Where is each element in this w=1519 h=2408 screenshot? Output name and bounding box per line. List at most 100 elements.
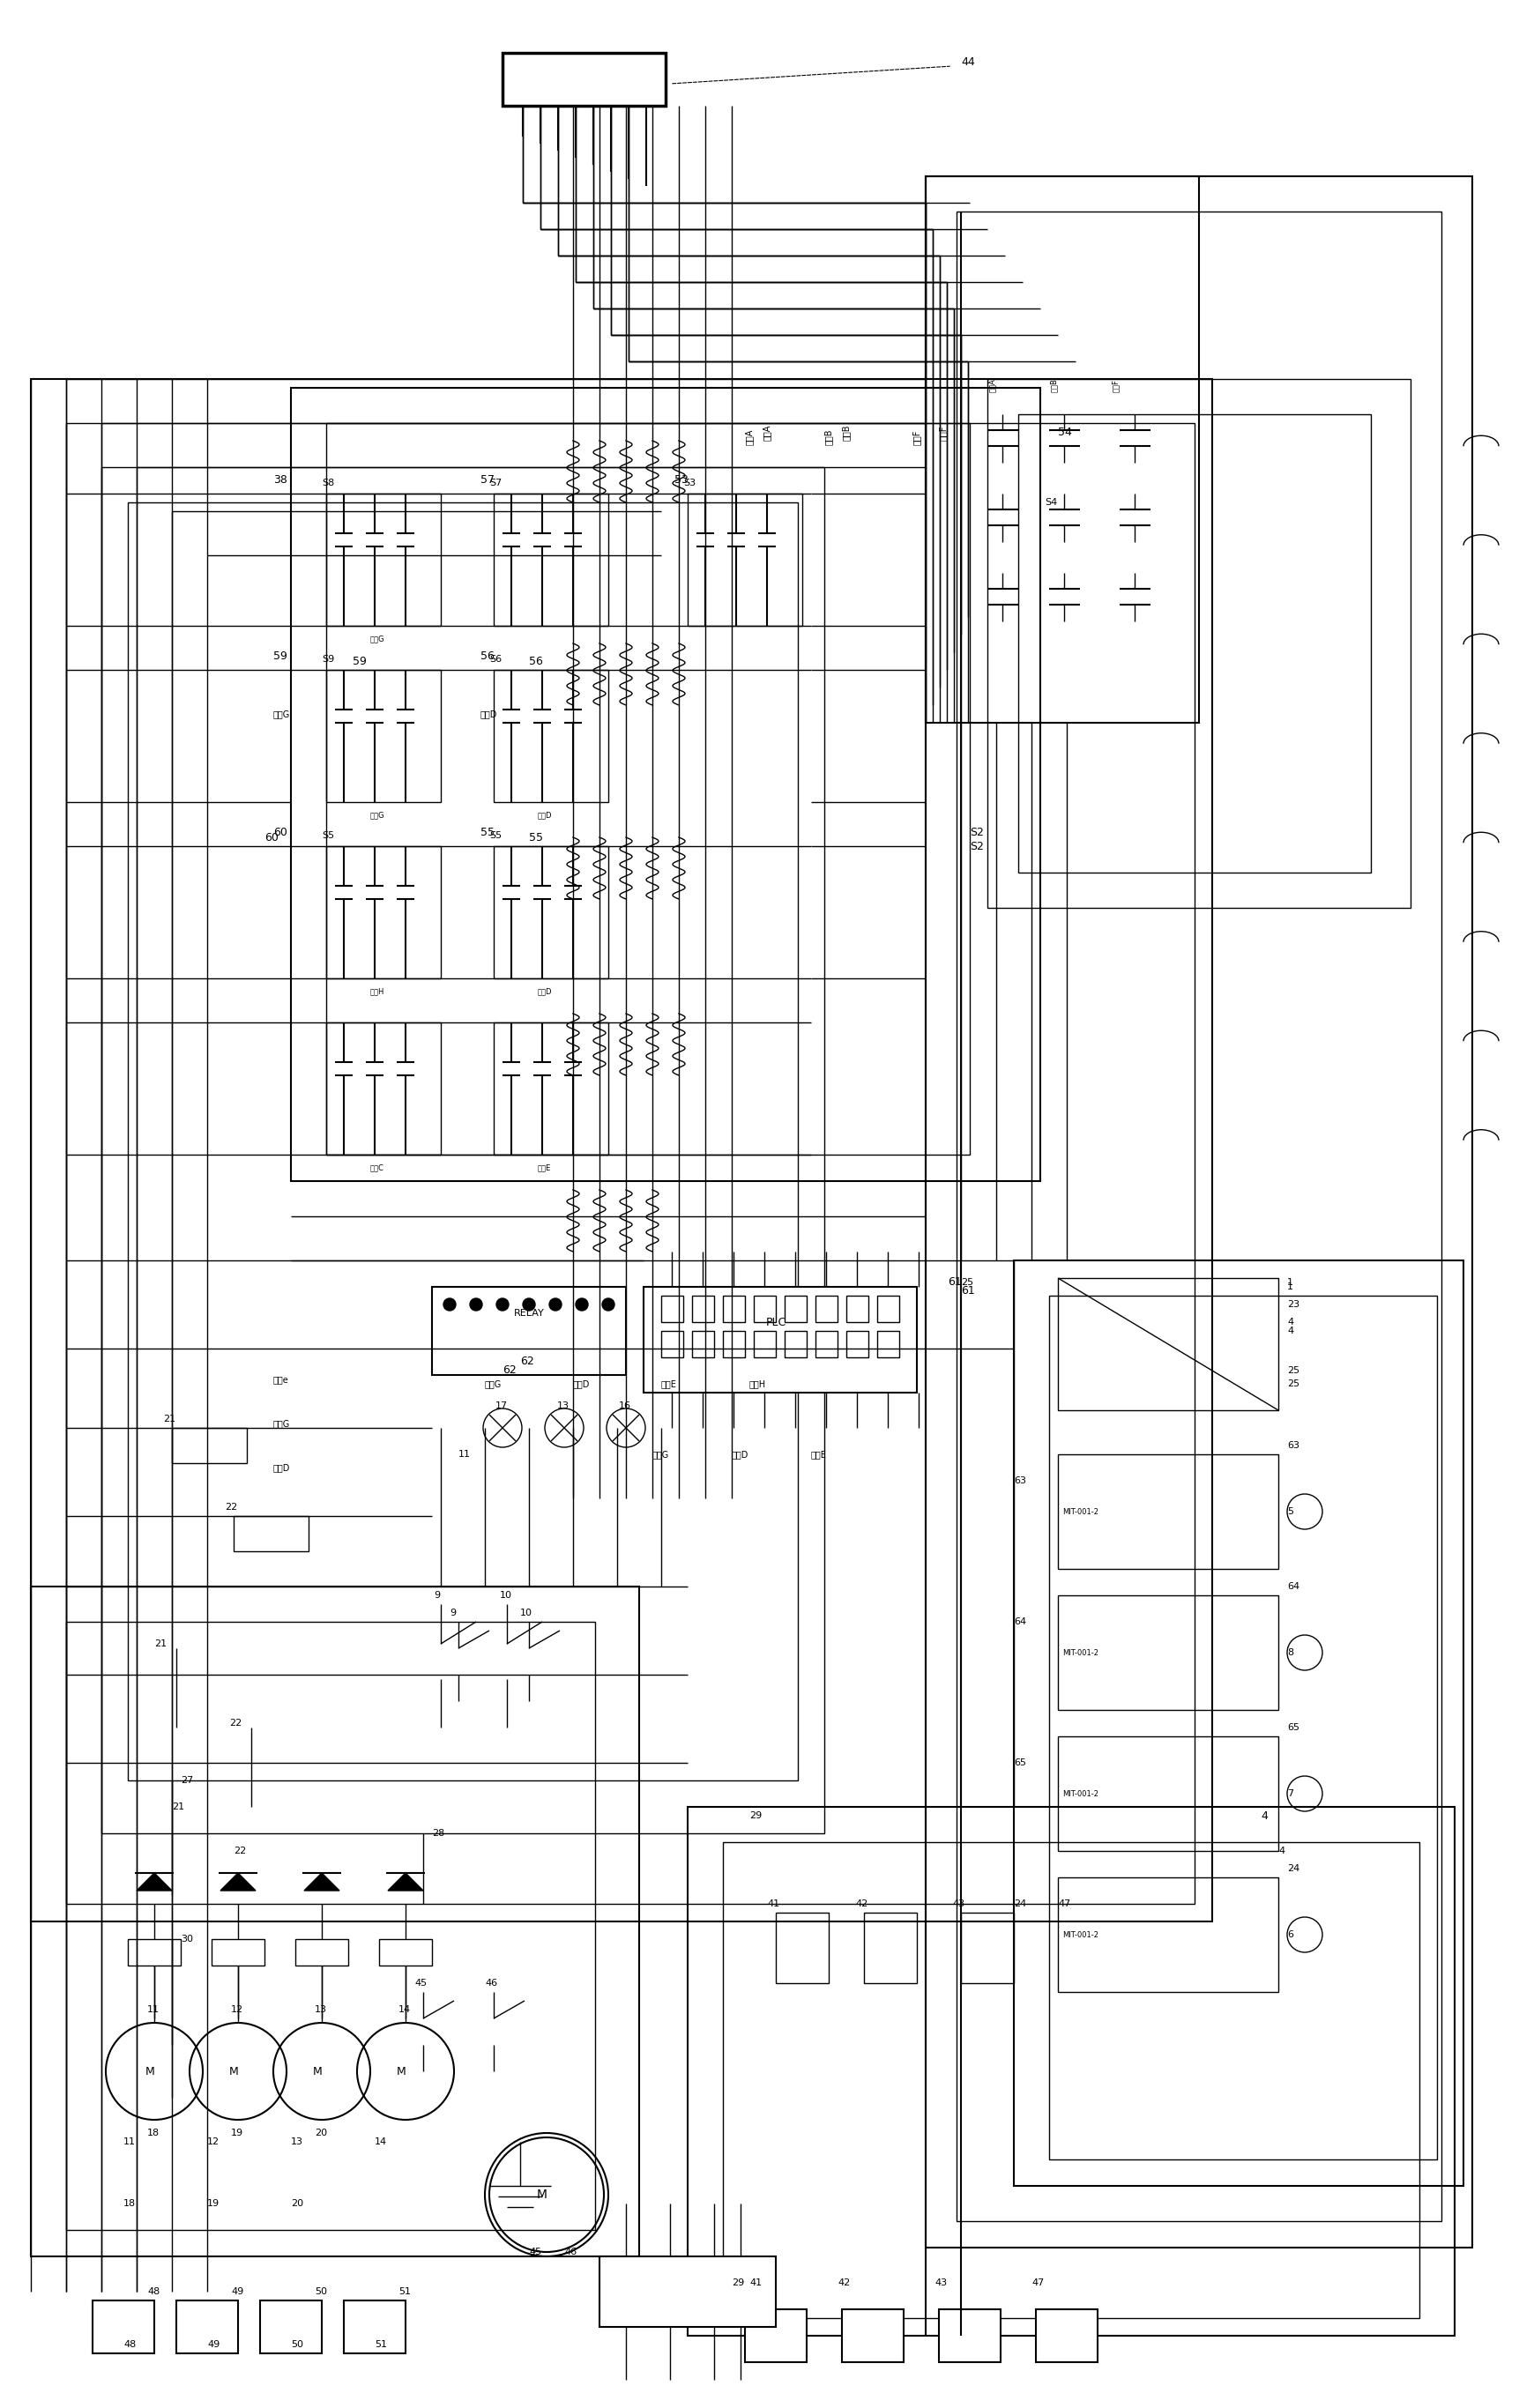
Text: 换相D: 换相D bbox=[538, 987, 553, 995]
Text: 43: 43 bbox=[952, 1900, 965, 1907]
Bar bbox=[327, 845, 441, 978]
Text: 换相A: 换相A bbox=[987, 378, 996, 393]
Text: 9: 9 bbox=[434, 1592, 441, 1599]
Circle shape bbox=[497, 1298, 509, 1310]
Bar bbox=[1057, 1454, 1279, 1570]
Bar bbox=[380, 1938, 431, 1965]
Text: M: M bbox=[229, 2066, 238, 2078]
Bar bbox=[723, 1842, 1419, 2319]
Text: 42: 42 bbox=[855, 1900, 867, 1907]
Text: S6: S6 bbox=[489, 655, 501, 665]
Bar bbox=[234, 1517, 308, 1551]
Text: 换相B: 换相B bbox=[825, 429, 832, 445]
Bar bbox=[987, 378, 1411, 908]
Text: 换相e: 换相e bbox=[273, 1375, 289, 1385]
Text: 13: 13 bbox=[292, 2138, 304, 2146]
Text: 38: 38 bbox=[273, 474, 287, 486]
Text: 41: 41 bbox=[767, 1900, 779, 1907]
Text: MIT-001-2: MIT-001-2 bbox=[1062, 1789, 1098, 1799]
Text: 换相G: 换相G bbox=[485, 1380, 501, 1389]
Text: MIT-001-2: MIT-001-2 bbox=[1062, 1931, 1098, 1938]
Text: 11: 11 bbox=[147, 2006, 159, 2013]
Text: 49: 49 bbox=[231, 2288, 243, 2297]
Text: 64: 64 bbox=[1013, 1618, 1027, 1625]
Text: M: M bbox=[536, 2189, 547, 2201]
Bar bbox=[1057, 1878, 1279, 1991]
Circle shape bbox=[550, 1298, 562, 1310]
Text: 换相D: 换相D bbox=[273, 1464, 290, 1471]
Text: 59: 59 bbox=[273, 650, 287, 662]
Bar bbox=[864, 1912, 917, 1984]
Bar bbox=[176, 2300, 238, 2353]
Bar bbox=[1018, 414, 1370, 872]
Text: 22: 22 bbox=[225, 1503, 237, 1512]
Text: 换相H: 换相H bbox=[749, 1380, 766, 1389]
Text: 45: 45 bbox=[529, 2247, 541, 2256]
Text: 16: 16 bbox=[618, 1401, 632, 1411]
Text: S8: S8 bbox=[322, 479, 334, 486]
Bar bbox=[327, 1023, 441, 1156]
Text: 换相D: 换相D bbox=[573, 1380, 589, 1389]
Text: 换相G: 换相G bbox=[371, 811, 384, 819]
Text: 53: 53 bbox=[674, 474, 688, 486]
Text: 19: 19 bbox=[231, 2129, 243, 2138]
Text: 27: 27 bbox=[181, 1777, 193, 1784]
Text: 61: 61 bbox=[948, 1276, 962, 1288]
Text: 24: 24 bbox=[1287, 1864, 1300, 1873]
Text: 23: 23 bbox=[1287, 1300, 1300, 1310]
Bar bbox=[1050, 1296, 1437, 2160]
Bar bbox=[494, 1023, 608, 1156]
Bar bbox=[876, 1296, 899, 1322]
Bar bbox=[211, 1938, 264, 1965]
Text: 10: 10 bbox=[500, 1592, 512, 1599]
Bar bbox=[1057, 1736, 1279, 1852]
Text: 換相E: 換相E bbox=[811, 1450, 826, 1459]
Text: 55: 55 bbox=[529, 831, 544, 843]
Bar bbox=[925, 176, 1198, 722]
Text: 換相D: 換相D bbox=[732, 1450, 749, 1459]
Text: 25: 25 bbox=[962, 1279, 974, 1286]
Circle shape bbox=[523, 1298, 535, 1310]
Bar bbox=[503, 53, 665, 106]
Bar bbox=[30, 378, 1212, 1922]
Text: 24: 24 bbox=[1013, 1900, 1027, 1907]
Text: 22: 22 bbox=[234, 1847, 246, 1854]
Text: 14: 14 bbox=[375, 2138, 387, 2146]
Text: 47: 47 bbox=[1031, 2278, 1044, 2288]
Text: 4: 4 bbox=[1287, 1327, 1293, 1336]
Text: 25: 25 bbox=[1287, 1365, 1300, 1375]
Bar bbox=[688, 1806, 1455, 2336]
Text: S5: S5 bbox=[489, 831, 501, 840]
Text: S2: S2 bbox=[969, 840, 984, 852]
Text: 换相G: 换相G bbox=[371, 636, 384, 643]
Circle shape bbox=[602, 1298, 615, 1310]
Bar bbox=[172, 1428, 248, 1464]
Text: 换相H: 换相H bbox=[371, 987, 384, 995]
Text: 换相F: 换相F bbox=[939, 426, 948, 441]
Bar bbox=[1057, 1279, 1279, 1411]
Text: 换相F: 换相F bbox=[913, 429, 922, 445]
Polygon shape bbox=[387, 1873, 424, 1890]
Bar bbox=[776, 1912, 829, 1984]
Bar bbox=[431, 1286, 626, 1375]
Bar bbox=[327, 669, 441, 802]
Text: 55: 55 bbox=[480, 828, 495, 838]
Bar bbox=[30, 1587, 639, 2256]
Text: RELAY: RELAY bbox=[513, 1310, 544, 1317]
Text: 13: 13 bbox=[557, 1401, 570, 1411]
Bar bbox=[128, 503, 797, 1780]
Text: 42: 42 bbox=[837, 2278, 851, 2288]
Text: 59: 59 bbox=[352, 655, 366, 667]
Bar bbox=[295, 1938, 348, 1965]
Text: MIT-001-2: MIT-001-2 bbox=[1062, 1507, 1098, 1515]
Text: 51: 51 bbox=[398, 2288, 410, 2297]
Text: 30: 30 bbox=[181, 1934, 193, 1943]
Bar bbox=[494, 669, 608, 802]
Text: 47: 47 bbox=[1057, 1900, 1071, 1907]
Bar bbox=[753, 1332, 776, 1358]
Text: 6: 6 bbox=[1287, 1931, 1293, 1938]
Text: 19: 19 bbox=[207, 2199, 220, 2208]
Bar bbox=[962, 1912, 1013, 1984]
Text: S2: S2 bbox=[969, 828, 984, 838]
Text: 46: 46 bbox=[564, 2247, 577, 2256]
